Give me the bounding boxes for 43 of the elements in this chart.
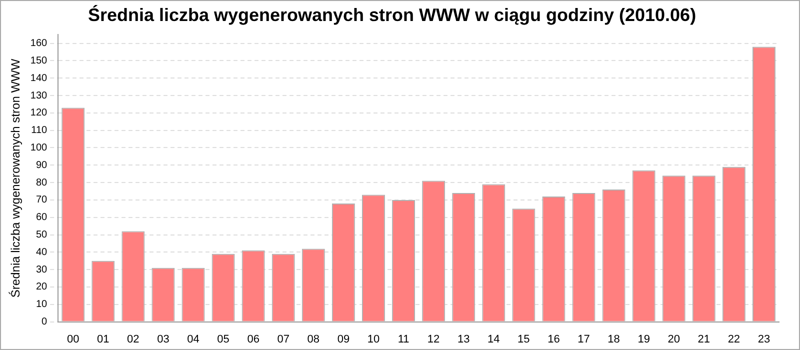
y-tick-label: 10 xyxy=(36,299,48,310)
x-tick-label: 07 xyxy=(277,333,290,346)
y-axis-title: Średnia liczba wygenerowanych stron WWW xyxy=(8,58,23,298)
x-tick-label: 11 xyxy=(398,333,410,346)
x-tick-label: 12 xyxy=(427,333,440,346)
x-tick-label: 06 xyxy=(247,333,260,346)
x-tick-label: 01 xyxy=(97,333,110,346)
y-tick-label: 110 xyxy=(31,125,48,136)
x-tick-label: 05 xyxy=(217,333,230,346)
y-tick-label: 60 xyxy=(36,212,48,224)
x-tick-label: 00 xyxy=(66,333,80,346)
y-tick-label: 90 xyxy=(36,160,48,171)
x-tick-label: 13 xyxy=(457,333,470,346)
x-tick-label: 23 xyxy=(758,333,770,346)
y-tick-label: 100 xyxy=(30,142,48,154)
x-tick-label: 02 xyxy=(127,333,140,346)
y-tick-label: 130 xyxy=(30,90,48,102)
x-tick-label: 04 xyxy=(187,333,200,346)
y-tick-label: 40 xyxy=(36,246,48,258)
x-tick-label: 19 xyxy=(638,333,650,346)
x-tick-label: 03 xyxy=(157,333,170,346)
x-tick-label: 09 xyxy=(337,333,350,346)
y-tick-label: 70 xyxy=(36,194,48,206)
y-tick-label: 120 xyxy=(30,108,48,119)
x-tick-label: 14 xyxy=(488,333,500,346)
y-tick-label: 80 xyxy=(36,177,48,188)
x-tick-label: 10 xyxy=(367,333,380,346)
x-tick-label: 16 xyxy=(548,333,560,346)
y-tick-label: 50 xyxy=(36,230,48,241)
y-tick-label: 150 xyxy=(30,55,48,66)
x-tick-label: 18 xyxy=(608,333,620,346)
x-tick-label: 22 xyxy=(728,333,740,346)
y-tick-label: 0 xyxy=(42,316,48,328)
x-tick-label: 17 xyxy=(578,333,590,346)
y-tick-label: 140 xyxy=(30,72,48,84)
y-tick-label: 30 xyxy=(36,264,48,276)
x-tick-label: 15 xyxy=(518,333,530,346)
chart-title: Średnia liczba wygenerowanych stron WWW w ciągu godziny (2010.06) xyxy=(88,4,696,25)
x-tick-label: 08 xyxy=(307,333,320,346)
y-tick-label: 160 xyxy=(30,38,48,50)
x-tick-label: 21 xyxy=(698,333,710,346)
x-tick-label: 20 xyxy=(668,333,680,346)
y-tick-label: 20 xyxy=(36,282,48,293)
